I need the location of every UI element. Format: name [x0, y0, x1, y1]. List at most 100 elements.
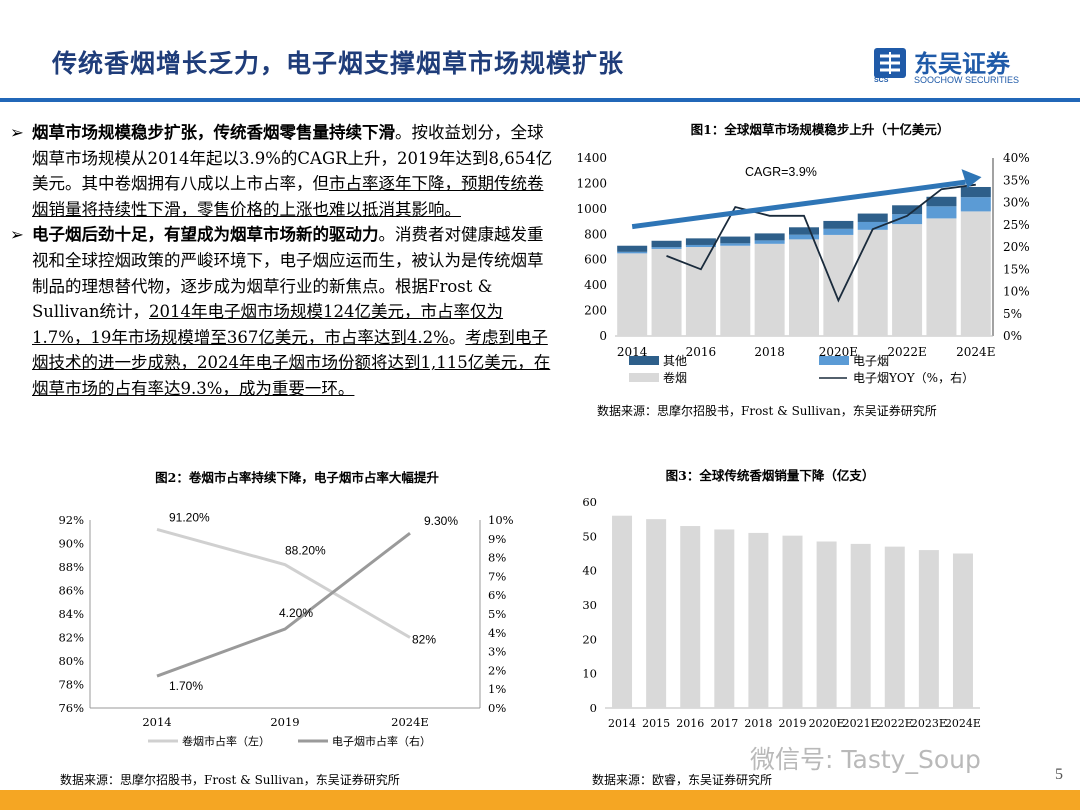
fig3-xtick: 2015 [642, 717, 670, 730]
fig1-bar-电子烟 [789, 234, 819, 240]
bullet-1-heading: 烟草市场规模稳步扩张，传统香烟零售量持续下滑 [32, 123, 395, 142]
fig2-series-cigarette [156, 527, 411, 639]
page-title: 传统香烟增长乏力，电子烟支撑烟草市场规模扩张 [52, 49, 625, 78]
fig3-title: 图3：全球传统香烟销量下降（亿支） [666, 468, 875, 483]
fig3-xtick: 2023E [911, 717, 947, 730]
fig3-bar [714, 529, 735, 708]
fig3-ytick: 60 [582, 495, 597, 509]
fig3-bar [782, 535, 803, 708]
logo-mark-icon [874, 48, 906, 78]
fig3-xtick: 2018 [744, 717, 772, 730]
fig2-label-cigarette: 82% [412, 633, 436, 647]
bullet-market-size: ➢ 烟草市场规模稳步扩张，传统香烟零售量持续下滑。按收益划分，全球烟草市场规模从2… [10, 120, 558, 222]
fig2-label-ecig: 1.70% [169, 679, 203, 693]
fig2-y2tick: 7% [488, 569, 506, 583]
fig1-y2tick: 25% [1003, 218, 1030, 232]
arrow-bullet-icon: ➢ [10, 123, 24, 142]
fig2-xtick: 2024E [391, 715, 429, 729]
fig2-ytick: 84% [58, 607, 84, 621]
fig2-y2tick: 1% [488, 682, 506, 696]
fig2-label-ecig: 9.30% [424, 514, 458, 528]
fig1-svg: 图1：全球烟草市场规模稳步上升（十亿美元） 0 200 400 600 800 1000 12… [576, 122, 1030, 385]
fig2-y2tick: 5% [488, 607, 506, 621]
fig1-y2tick: 30% [1003, 196, 1030, 210]
fig2-ytick: 82% [58, 631, 84, 645]
bullet-list: ➢ 烟草市场规模稳步扩张，传统香烟零售量持续下滑。按收益划分，全球烟草市场规模从2… [10, 120, 558, 402]
fig1-ytick: 200 [584, 304, 607, 318]
fig1-bar-卷烟 [789, 239, 819, 336]
fig2-ytick: 80% [58, 654, 84, 668]
fig1-bar-卷烟 [754, 243, 785, 336]
fig1-bar-其他 [892, 205, 923, 215]
fig1-bar-其他 [823, 220, 854, 229]
fig1-legend-swatch [629, 373, 659, 382]
fig1-y2tick: 15% [1003, 262, 1030, 276]
fig1-source: 数据来源：思摩尔招股书，Frost & Sullivan，东吴证券研究所 [597, 404, 937, 418]
fig3-bar [952, 553, 973, 708]
fig1-y2tick: 0% [1003, 329, 1022, 343]
fig2-ytick: 88% [58, 560, 84, 574]
fig2-label-ecig: 4.20% [279, 606, 313, 620]
logo-abbreviation: SCS [874, 77, 889, 84]
fig1-title: 图1：全球烟草市场规模稳步上升（十亿美元） [691, 122, 950, 137]
fig1-legend-swatch [629, 356, 659, 365]
fig2-label-cigarette: 88.20% [285, 544, 326, 558]
footer-bar [0, 790, 1080, 810]
bullet-2-heading: 电子烟后劲十足，有望成为烟草市场新的驱动力 [32, 225, 379, 245]
fig2-svg: 图2：卷烟市占率持续下降，电子烟市占率大幅提升 76% 78% 80% 82% 84% 86… [58, 470, 513, 748]
fig1-bar-其他 [789, 227, 819, 235]
chart-fig3: 图3：全球传统香烟销量下降（亿支） 0 10 20 30 40 50 60 2014 2015 20… [560, 462, 1000, 742]
fig1-yoy-line [666, 183, 976, 303]
fig1-bar-电子烟 [960, 197, 991, 212]
fig2-xtick: 2014 [142, 715, 171, 729]
fig1-bar-电子烟 [754, 240, 785, 244]
fig1-bar-电子烟 [892, 214, 923, 225]
fig1-bar-卷烟 [892, 224, 923, 336]
fig1-ytick: 600 [584, 253, 607, 267]
fig1-y2tick: 35% [1003, 173, 1030, 187]
bullet-ecig: ➢ 电子烟后劲十足，有望成为烟草市场新的驱动力。消费者对健康越发重视和全球控烟政策… [10, 222, 558, 401]
fig2-y2tick: 8% [488, 551, 506, 565]
fig1-cagr-arrowhead [961, 169, 982, 189]
fig1-ytick: 1000 [576, 202, 607, 216]
fig3-xtick: 2021E [843, 717, 879, 730]
fig1-legend-swatch [819, 356, 849, 365]
fig1-xtick: 2016 [686, 345, 717, 359]
fig1-legend-label: 电子烟 [853, 354, 889, 368]
fig3-bar [748, 532, 769, 708]
fig1-bar-卷烟 [857, 229, 888, 336]
fig3-ytick: 40 [582, 564, 597, 578]
fig2-y2tick: 0% [488, 701, 506, 715]
fig1-bar-其他 [960, 186, 991, 198]
fig1-bar-卷烟 [617, 253, 648, 336]
fig1-xtick: 2024E [956, 345, 995, 359]
fig1-bar-卷烟 [720, 245, 751, 336]
fig1-bar-电子烟 [617, 251, 648, 254]
fig3-ytick: 30 [582, 598, 597, 612]
fig1-xtick: 2018 [754, 345, 785, 359]
logo-chinese-name: 东吴证券 [914, 50, 1010, 78]
fig1-bar-电子烟 [926, 206, 957, 219]
fig1-bar-卷烟 [685, 247, 716, 336]
fig1-legend-label: 电子烟YOY（%，右） [853, 370, 974, 385]
chart-fig2: 图2：卷烟市占率持续下降，电子烟市占率大幅提升 76% 78% 80% 82% 84% 86… [40, 462, 545, 762]
fig2-source: 数据来源：思摩尔招股书，Frost & Sullivan，东吴证券研究所 [60, 773, 400, 787]
fig2-legend-label: 卷烟市占率（左） [182, 734, 270, 748]
fig1-bar-电子烟 [857, 221, 888, 230]
fig2-xtick: 2019 [270, 715, 299, 729]
fig3-xtick: 2024E [945, 717, 981, 730]
fig1-ytick: 800 [584, 227, 607, 241]
fig1-bar-卷烟 [960, 211, 991, 336]
fig1-ytick: 1400 [576, 151, 607, 165]
fig2-ytick: 86% [58, 584, 84, 598]
fig1-y2tick: 5% [1003, 307, 1022, 321]
fig1-legend-label: 其他 [663, 354, 687, 368]
fig1-bar-卷烟 [926, 218, 957, 336]
fig2-y2tick: 2% [488, 663, 506, 677]
fig1-y2tick: 20% [1003, 240, 1030, 254]
fig1-bar-其他 [926, 196, 957, 207]
fig1-bar-卷烟 [651, 248, 682, 336]
fig3-svg: 图3：全球传统香烟销量下降（亿支） 0 10 20 30 40 50 60 2014 2015 20… [582, 468, 981, 730]
fig1-xtick: 2022E [887, 345, 926, 359]
fig1-bar-其他 [720, 236, 751, 244]
